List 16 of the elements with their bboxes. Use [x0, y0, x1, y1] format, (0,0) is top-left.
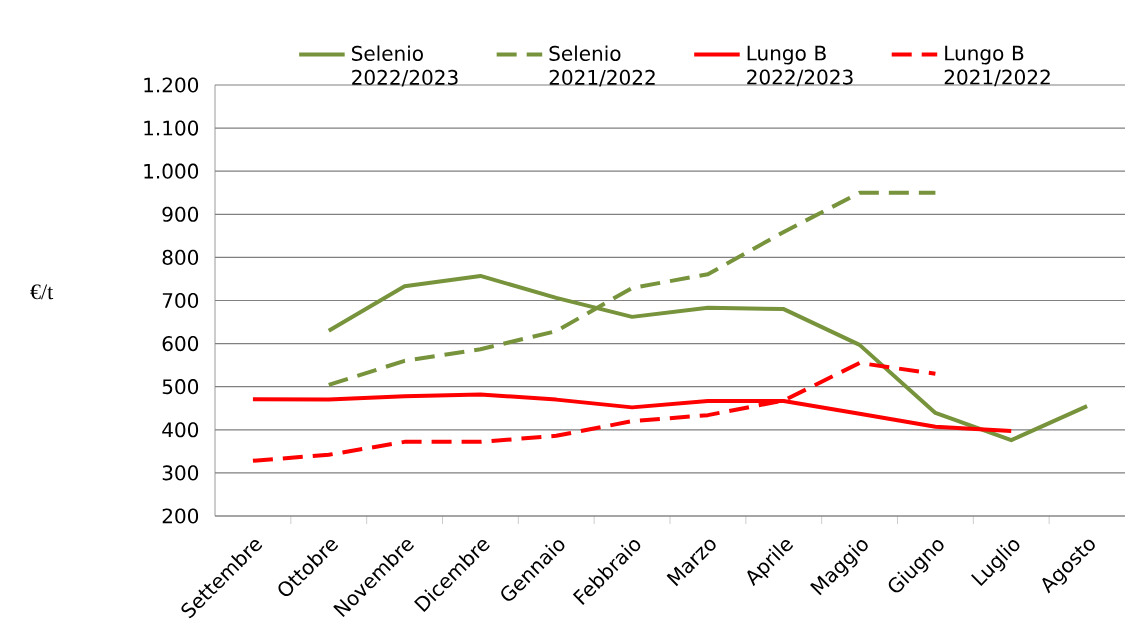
legend-label: Lungo B 2022/2023	[747, 45, 853, 87]
y-tick-label: 1.000	[144, 163, 199, 179]
y-tick-label: 400	[162, 422, 199, 438]
legend-label: Lungo B 2021/2022	[944, 45, 1050, 87]
y-tick-label: 300	[162, 465, 199, 481]
y-tick-label: 200	[162, 508, 199, 524]
y-tick-label: 800	[162, 249, 199, 265]
y-tick-label: 500	[162, 379, 199, 395]
y-tick-label: 1.100	[144, 120, 199, 136]
y-tick-label: 1.200	[144, 77, 199, 93]
legend-label: Selenio 2022/2023	[352, 45, 458, 87]
y-axis-title: €/t	[30, 284, 54, 300]
y-tick-label: 900	[162, 206, 199, 222]
legend-label: Selenio 2021/2022	[549, 45, 655, 87]
y-tick-label: 600	[162, 336, 199, 352]
y-tick-label: 700	[162, 292, 199, 309]
